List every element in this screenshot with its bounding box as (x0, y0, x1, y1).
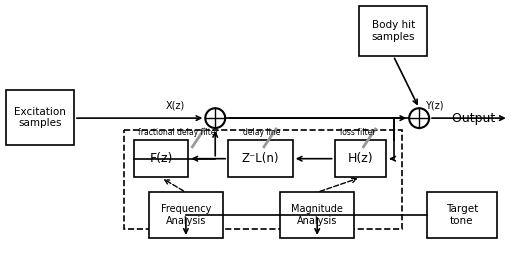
FancyBboxPatch shape (334, 140, 386, 178)
Text: Target
tone: Target tone (446, 204, 478, 226)
Text: Frequency
Analysis: Frequency Analysis (161, 204, 211, 226)
FancyBboxPatch shape (6, 90, 74, 145)
FancyBboxPatch shape (228, 140, 293, 178)
Text: fractional delay filter: fractional delay filter (138, 128, 219, 138)
Text: Y(z): Y(z) (425, 100, 444, 110)
Circle shape (409, 108, 429, 128)
Text: Z⁻L(n): Z⁻L(n) (242, 152, 279, 165)
Text: Body hit
samples: Body hit samples (371, 20, 415, 42)
Text: Excitation
samples: Excitation samples (14, 107, 66, 128)
FancyBboxPatch shape (134, 140, 188, 178)
FancyBboxPatch shape (427, 192, 497, 238)
FancyBboxPatch shape (359, 6, 427, 56)
Text: H(z): H(z) (348, 152, 373, 165)
Text: X(z): X(z) (166, 100, 185, 110)
Text: loss filter: loss filter (340, 128, 375, 138)
Text: Output: Output (444, 112, 495, 125)
Text: Magnitude
Analysis: Magnitude Analysis (291, 204, 343, 226)
Circle shape (205, 108, 225, 128)
Text: delay line: delay line (243, 128, 281, 138)
Text: F(z): F(z) (149, 152, 173, 165)
FancyBboxPatch shape (280, 192, 355, 238)
FancyBboxPatch shape (149, 192, 223, 238)
